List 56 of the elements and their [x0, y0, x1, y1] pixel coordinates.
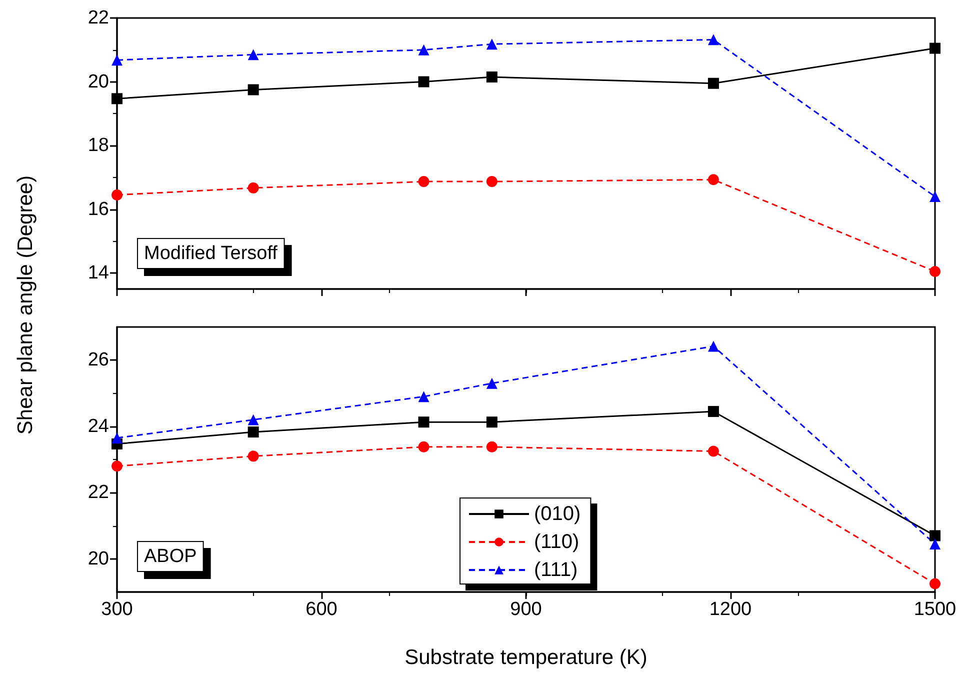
- point: [486, 416, 498, 428]
- point: [930, 42, 940, 54]
- point: [486, 71, 498, 82]
- y-axis-title: Shear plane angle (Degree): [14, 175, 38, 435]
- point: [930, 530, 940, 542]
- x-tick-label: 600: [306, 599, 338, 620]
- point: [708, 34, 719, 46]
- point: [418, 441, 430, 452]
- point: [418, 176, 430, 188]
- point: [418, 44, 430, 56]
- y-tick-label: 16: [88, 198, 109, 220]
- point: [418, 416, 430, 428]
- legend-label: (110): [534, 531, 580, 553]
- point: [486, 378, 498, 389]
- x-axis-title: Substrate temperature (K): [404, 646, 648, 669]
- y-tick-label: 22: [88, 8, 109, 28]
- point: [486, 176, 498, 188]
- x-tick-label: 300: [101, 599, 133, 620]
- point: [112, 54, 122, 66]
- point: [112, 432, 122, 444]
- point: [248, 182, 259, 194]
- point: [112, 189, 122, 200]
- y-tick-label: 26: [88, 350, 109, 371]
- point: [112, 93, 122, 104]
- x-tick-label: 1200: [709, 599, 752, 620]
- point: [708, 78, 719, 89]
- y-tick-label: 22: [88, 482, 109, 504]
- point: [418, 391, 430, 402]
- point: [930, 191, 940, 202]
- point: [486, 441, 498, 452]
- y-tick-label: 24: [88, 416, 110, 437]
- y-tick-label: 14: [88, 262, 110, 284]
- point: [418, 76, 430, 88]
- point: [248, 450, 259, 462]
- legend-label: (111): [534, 559, 578, 581]
- point: [248, 426, 259, 438]
- point: [930, 578, 940, 590]
- y-tick-label: 20: [88, 548, 109, 570]
- point: [708, 340, 719, 352]
- point: [112, 460, 122, 472]
- legend-label: (010): [534, 503, 581, 525]
- y-tick-label: 18: [88, 135, 109, 156]
- point: [248, 84, 259, 96]
- point: [486, 38, 498, 50]
- point: [248, 49, 259, 60]
- annotation: ABOP: [144, 546, 197, 567]
- point: [708, 446, 719, 457]
- point: [930, 266, 940, 277]
- x-tick-label: 900: [510, 599, 542, 620]
- annotation: Modified Tersoff: [144, 243, 278, 264]
- x-tick-label: 1500: [914, 599, 956, 620]
- point: [930, 538, 940, 550]
- point: [708, 406, 719, 417]
- point: [248, 414, 259, 426]
- point: [708, 174, 719, 186]
- y-tick-label: 20: [88, 71, 109, 92]
